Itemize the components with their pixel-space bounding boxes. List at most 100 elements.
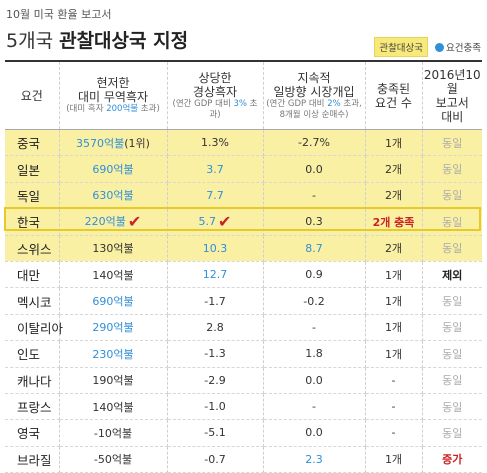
header: 10월 미국 환율 보고서 5개국 관찰대상국 지정 관찰대상국 요건충족 — [0, 0, 487, 58]
trade-surplus-value: 3570억불 — [76, 136, 125, 150]
fx-intervention-cell: 0.0 — [263, 367, 366, 394]
current-account-cell: 7.7 — [167, 182, 264, 210]
comparison-2016: 동일 — [422, 419, 482, 447]
fx-intervention-cell: 0.9 — [263, 261, 366, 289]
table-row: 이탈리아 290억불 2.8 - 1개 동일 — [5, 314, 482, 342]
country-name: 캐나다 — [5, 367, 60, 394]
country-name: 일본 — [5, 155, 60, 183]
trade-surplus-value: 690억불 — [92, 295, 134, 309]
current-account-value: -1.3 — [204, 347, 226, 361]
country-name: 한국 — [5, 208, 60, 236]
current-account-value: -0.7 — [204, 452, 226, 466]
trade-surplus-value: -10억불 — [93, 426, 133, 440]
current-account-value: 5.7 — [198, 215, 217, 229]
table-row: 영국 -10억불 -5.1 0.0 - 동일 — [5, 419, 482, 447]
country-name: 멕시코 — [5, 287, 60, 315]
country-name: 브라질 — [5, 446, 60, 473]
current-account-value: 10.3 — [202, 241, 228, 255]
current-account-value: 12.7 — [202, 268, 228, 282]
supertitle: 10월 미국 환율 보고서 — [6, 8, 112, 21]
comparison-2016: 동일 — [422, 287, 482, 315]
fx-intervention-cell: - — [263, 314, 366, 342]
trade-surplus-cell: 230억불 — [59, 340, 168, 368]
column-header-1: 현저한 대미 무역흑자 (대미 흑자 200억불 초과) — [59, 60, 168, 130]
fx-intervention-value: 0.0 — [305, 373, 323, 387]
fx-intervention-cell: 2.3 — [263, 446, 366, 473]
current-account-cell: 1.3% — [167, 129, 264, 157]
comparison-2016: 동일 — [422, 182, 482, 210]
comparison-2016: 동일 — [422, 155, 482, 183]
trade-surplus-cell: 190억불 — [59, 367, 168, 394]
fx-intervention-value: - — [312, 320, 316, 334]
comparison-2016: 증가 — [422, 446, 482, 473]
table-header-row: 요건 현저한 대미 무역흑자 (대미 흑자 200억불 초과) 상당한 경상흑자 (연간 G… — [5, 60, 482, 130]
requirements-met-count: - — [365, 393, 423, 421]
fx-intervention-cell: 1.8 — [263, 340, 366, 368]
fx-intervention-cell: 8.7 — [263, 235, 366, 262]
current-account-cell: -2.9 — [167, 367, 264, 394]
country-name: 이탈리아 — [5, 314, 63, 342]
column-header-note: (연간 GDP 대비 3% 초과) — [172, 98, 258, 120]
trade-surplus-cell: -10억불 — [59, 419, 168, 447]
country-name: 중국 — [5, 129, 60, 157]
threshold-value: 2% — [327, 98, 341, 109]
requirements-met-count: - — [365, 419, 423, 447]
trade-surplus-cell: 690억불 — [59, 155, 168, 183]
trade-surplus-value: 140억불 — [92, 400, 134, 414]
requirements-met-count: - — [365, 367, 423, 394]
threshold-value: 200억불 — [106, 104, 139, 114]
fx-intervention-value: 0.3 — [305, 215, 323, 229]
fx-intervention-value: -0.2 — [303, 294, 325, 308]
requirement-met-dot-icon — [435, 42, 445, 52]
column-header-note: (연간 GDP 대비 2% 초과, 8개월 이상 순매수) — [266, 98, 362, 120]
trade-surplus-value: -50억불 — [93, 453, 133, 467]
fx-intervention-value: -2.7% — [298, 136, 330, 150]
current-account-value: 3.7 — [206, 162, 224, 176]
table-row: 프랑스 140억불 -1.0- - 동일 — [5, 393, 482, 421]
title-plain: 5개국 — [6, 30, 60, 52]
trade-surplus-value: 140억불 — [92, 268, 134, 282]
fx-intervention-cell: 0.3 — [263, 208, 366, 236]
trade-surplus-cell: 140억불 — [59, 261, 168, 289]
table-row: 인도 230억불 -1.3 1.8 1개 동일 — [5, 340, 482, 368]
fx-intervention-value: 0.0 — [305, 426, 323, 440]
trade-surplus-cell: 220억불 ✔ — [59, 208, 168, 236]
current-account-value: -1.7 — [204, 294, 226, 308]
current-account-cell: -1.7 — [167, 287, 264, 315]
fx-intervention-cell: - — [263, 182, 366, 210]
table-row: 한국 220억불 ✔ 5.7 ✔ 0.3 2개 충족 동일 — [5, 208, 482, 236]
fx-intervention-value: 8.7 — [305, 241, 323, 255]
current-account-cell: -1.0 — [167, 393, 264, 421]
current-account-value: -5.1 — [204, 426, 226, 440]
current-account-cell: -1.3 — [167, 340, 264, 368]
comparison-2016: 동일 — [422, 208, 482, 236]
trade-surplus-value: 290억불 — [92, 321, 134, 335]
check-mark-icon: ✔ — [218, 212, 232, 232]
country-name: 스위스 — [5, 235, 60, 262]
current-account-value: 7.7 — [206, 188, 224, 202]
fx-intervention-value: 1.8 — [305, 347, 323, 361]
trade-surplus-value: 690억불 — [92, 163, 134, 177]
current-account-value: 2.8 — [206, 320, 224, 334]
current-account-cell: -5.1 — [167, 419, 264, 447]
fx-intervention-value: 0.9 — [305, 268, 323, 282]
fx-intervention-cell: 0.0 — [263, 419, 366, 447]
current-account-cell: 3.7 — [167, 155, 264, 183]
column-header-2: 상당한 경상흑자 (연간 GDP 대비 3% 초과) — [167, 60, 264, 130]
table-row: 대만 140억불 12.7 0.9 1개 제외 — [5, 261, 482, 289]
fx-intervention-cell: - — [263, 393, 366, 421]
column-header-4: 충족된 요건 수 — [365, 60, 423, 130]
comparison-2016: 동일 — [422, 314, 482, 342]
requirements-met-count: 1개 — [365, 261, 423, 289]
table-row: 중국 3570억불(1위) 1.3% -2.7% 1개 동일 — [5, 129, 482, 157]
fx-intervention-value: - — [312, 188, 316, 202]
comparison-2016: 동일 — [422, 393, 482, 421]
table-body: 중국 3570억불(1위) 1.3% -2.7% 1개 동일 일본 690억불 3.7 0.0 2개… — [5, 129, 482, 473]
trade-surplus-cell: 690억불 — [59, 287, 168, 315]
legend: 관찰대상국 요건충족 — [374, 37, 481, 57]
trade-surplus-value: 220억불 — [84, 215, 126, 229]
table-row: 캐나다 190억불 -2.9 0.0 - 동일 — [5, 367, 482, 394]
table-row: 멕시코 690억불 -1.7 -0.2 1개 동일 — [5, 287, 482, 315]
fx-intervention-cell: 0.0 — [263, 155, 366, 183]
table-row: 스위스 130억불 10.3 8.7 2개 동일 — [5, 235, 482, 262]
